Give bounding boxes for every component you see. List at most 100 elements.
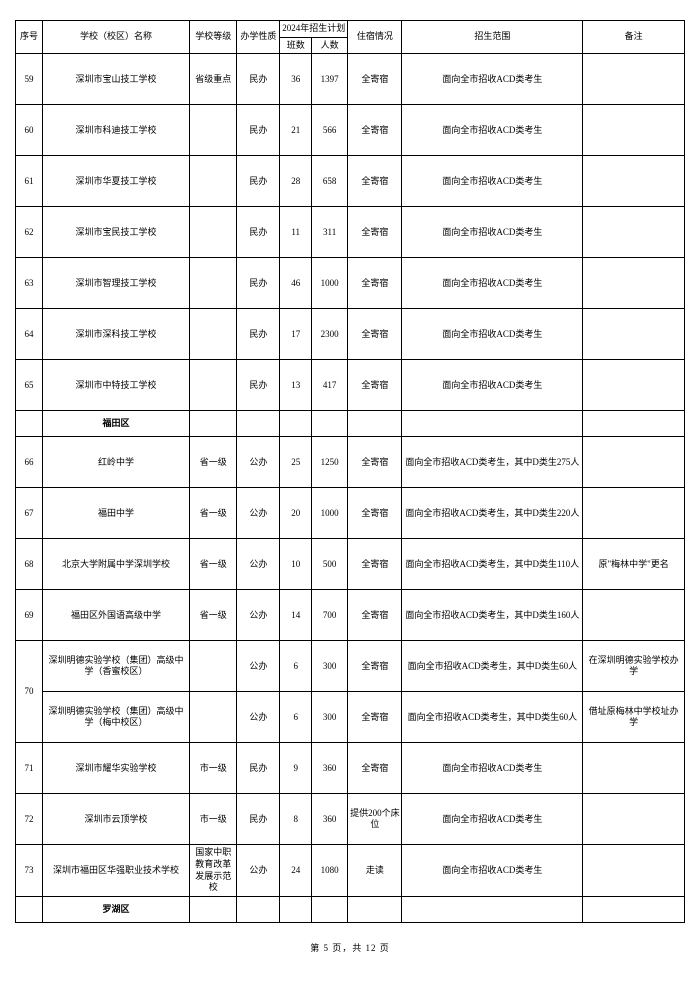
cell-type: 民办 [237, 309, 280, 360]
cell-type: 民办 [237, 360, 280, 411]
cell-level [190, 641, 237, 692]
cell-classes: 46 [280, 258, 312, 309]
cell-people: 700 [312, 590, 348, 641]
cell-seq: 71 [16, 743, 43, 794]
header-people: 人数 [312, 37, 348, 54]
table-body: 59深圳市宝山技工学校省级重点民办361397全寄宿面向全市招收ACD类考生60… [16, 54, 685, 923]
cell-seq: 61 [16, 156, 43, 207]
cell-classes: 8 [280, 794, 312, 845]
table-header: 序号 学校（校区）名称 学校等级 办学性质 2024年招生计划 住宿情况 招生范… [16, 21, 685, 54]
cell-level: 省一级 [190, 437, 237, 488]
cell-school: 深圳明德实验学校（集团）高级中学（香蜜校区） [43, 641, 190, 692]
district-blank [280, 411, 312, 437]
cell-note [583, 207, 685, 258]
cell-scope: 面向全市招收ACD类考生，其中D类生160人 [402, 590, 583, 641]
cell-note [583, 105, 685, 156]
table-row: 73深圳市福田区华强职业技术学校国家中职教育改革发展示范校公办241080走读面… [16, 845, 685, 897]
cell-scope: 面向全市招收ACD类考生 [402, 54, 583, 105]
header-classes: 班数 [280, 37, 312, 54]
cell-school: 深圳市华夏技工学校 [43, 156, 190, 207]
cell-school: 深圳市云顶学校 [43, 794, 190, 845]
cell-school: 福田区外国语高级中学 [43, 590, 190, 641]
cell-accom: 全寄宿 [348, 54, 402, 105]
cell-type: 公办 [237, 437, 280, 488]
cell-type: 民办 [237, 743, 280, 794]
cell-classes: 20 [280, 488, 312, 539]
cell-people: 1250 [312, 437, 348, 488]
district-blank [237, 411, 280, 437]
cell-level: 国家中职教育改革发展示范校 [190, 845, 237, 897]
cell-type: 公办 [237, 590, 280, 641]
district-row: 福田区 [16, 411, 685, 437]
table-row: 64深圳市深科技工学校民办172300全寄宿面向全市招收ACD类考生 [16, 309, 685, 360]
cell-level [190, 360, 237, 411]
district-blank [583, 411, 685, 437]
cell-school: 深圳市宝民技工学校 [43, 207, 190, 258]
table-row: 63深圳市智理技工学校民办461000全寄宿面向全市招收ACD类考生 [16, 258, 685, 309]
cell-classes: 6 [280, 641, 312, 692]
cell-level: 省一级 [190, 590, 237, 641]
header-accom: 住宿情况 [348, 21, 402, 54]
table-row: 66红岭中学省一级公办251250全寄宿面向全市招收ACD类考生，其中D类生27… [16, 437, 685, 488]
cell-school: 深圳市耀华实验学校 [43, 743, 190, 794]
cell-seq: 63 [16, 258, 43, 309]
district-blank [348, 897, 402, 923]
cell-accom: 全寄宿 [348, 258, 402, 309]
cell-seq: 66 [16, 437, 43, 488]
cell-type: 公办 [237, 845, 280, 897]
cell-school: 深圳市中特技工学校 [43, 360, 190, 411]
cell-accom: 全寄宿 [348, 743, 402, 794]
cell-level [190, 207, 237, 258]
table-row: 67福田中学省一级公办201000全寄宿面向全市招收ACD类考生，其中D类生22… [16, 488, 685, 539]
table-row: 70深圳明德实验学校（集团）高级中学（香蜜校区）公办6300全寄宿面向全市招收A… [16, 641, 685, 692]
header-note: 备注 [583, 21, 685, 54]
cell-people: 1000 [312, 488, 348, 539]
cell-people: 360 [312, 794, 348, 845]
cell-people: 1080 [312, 845, 348, 897]
cell-seq: 69 [16, 590, 43, 641]
cell-note: 在深圳明德实验学校办学 [583, 641, 685, 692]
cell-level: 市一级 [190, 743, 237, 794]
district-blank [312, 411, 348, 437]
cell-classes: 9 [280, 743, 312, 794]
cell-scope: 面向全市招收ACD类考生 [402, 360, 583, 411]
cell-seq: 67 [16, 488, 43, 539]
cell-note [583, 360, 685, 411]
cell-note [583, 488, 685, 539]
cell-scope: 面向全市招收ACD类考生，其中D类生110人 [402, 539, 583, 590]
cell-level: 省一级 [190, 488, 237, 539]
cell-school: 深圳市科迪技工学校 [43, 105, 190, 156]
cell-accom: 全寄宿 [348, 488, 402, 539]
cell-accom: 全寄宿 [348, 360, 402, 411]
cell-accom: 提供200个床位 [348, 794, 402, 845]
cell-school: 深圳市福田区华强职业技术学校 [43, 845, 190, 897]
header-type: 办学性质 [237, 21, 280, 54]
district-blank [280, 897, 312, 923]
district-row: 罗湖区 [16, 897, 685, 923]
cell-note [583, 794, 685, 845]
cell-school: 深圳市宝山技工学校 [43, 54, 190, 105]
table-row: 深圳明德实验学校（集团）高级中学（梅中校区）公办6300全寄宿面向全市招收ACD… [16, 692, 685, 743]
table-row: 69福田区外国语高级中学省一级公办14700全寄宿面向全市招收ACD类考生，其中… [16, 590, 685, 641]
cell-scope: 面向全市招收ACD类考生，其中D类生275人 [402, 437, 583, 488]
cell-seq: 70 [16, 641, 43, 743]
cell-accom: 全寄宿 [348, 437, 402, 488]
cell-level [190, 156, 237, 207]
cell-accom: 全寄宿 [348, 156, 402, 207]
cell-people: 1397 [312, 54, 348, 105]
cell-people: 500 [312, 539, 348, 590]
cell-classes: 21 [280, 105, 312, 156]
district-blank [237, 897, 280, 923]
district-blank [402, 411, 583, 437]
cell-seq: 64 [16, 309, 43, 360]
page-footer: 第 5 页，共 12 页 [15, 941, 685, 954]
cell-scope: 面向全市招收ACD类考生 [402, 105, 583, 156]
cell-accom: 走读 [348, 845, 402, 897]
cell-accom: 全寄宿 [348, 105, 402, 156]
cell-classes: 36 [280, 54, 312, 105]
cell-level [190, 692, 237, 743]
cell-note [583, 156, 685, 207]
cell-classes: 10 [280, 539, 312, 590]
cell-seq: 68 [16, 539, 43, 590]
cell-level [190, 309, 237, 360]
